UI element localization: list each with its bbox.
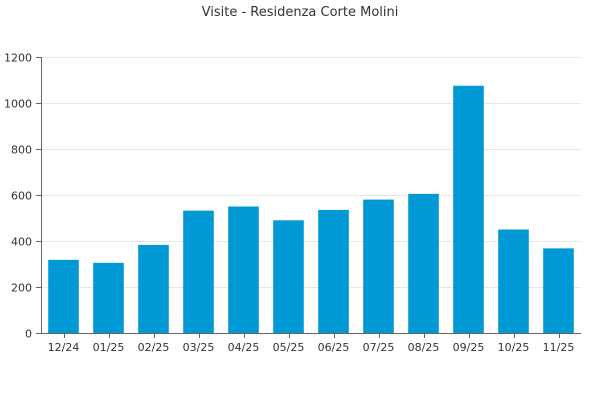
x-tick-label: 09/25: [453, 341, 485, 354]
x-tick-label: 10/25: [498, 341, 530, 354]
bar-01-25: [93, 262, 124, 333]
bar-11-25: [543, 248, 574, 333]
bar-07-25: [363, 199, 394, 333]
bar-08-25: [408, 193, 439, 333]
x-tick-label: 11/25: [543, 341, 575, 354]
y-tick-label: 1200: [4, 52, 32, 65]
bars: [48, 85, 574, 333]
x-tick-label: 02/25: [138, 341, 170, 354]
bar-06-25: [318, 209, 349, 333]
axes: [41, 57, 581, 334]
y-tick-label: 200: [11, 282, 32, 295]
x-tick-label: 05/25: [273, 341, 305, 354]
y-tick-label: 400: [11, 236, 32, 249]
x-tick-label: 04/25: [228, 341, 260, 354]
bar-12-24: [48, 259, 79, 333]
y-tick-label: 800: [11, 144, 32, 157]
y-tick-label: 1000: [4, 98, 32, 111]
bar-05-25: [273, 220, 304, 333]
y-tick-label: 0: [25, 328, 32, 341]
x-tick-label: 12/24: [48, 341, 80, 354]
x-tick-label: 03/25: [183, 341, 215, 354]
bar-09-25: [453, 85, 484, 333]
chart-title: Visite - Residenza Corte Molini: [202, 5, 399, 20]
x-tick-label: 06/25: [318, 341, 350, 354]
bar-04-25: [228, 206, 259, 333]
x-tick-label: 08/25: [408, 341, 440, 354]
gridlines: [41, 57, 581, 288]
bar-02-25: [138, 244, 169, 333]
y-tick-label: 600: [11, 190, 32, 203]
x-axis-ticks: 12/24 01/25 02/25 03/25 04/25 05/25 06/25 07/25…: [48, 333, 575, 354]
bar-03-25: [183, 210, 214, 333]
x-tick-label: 01/25: [93, 341, 125, 354]
bar-10-25: [498, 229, 529, 333]
x-tick-label: 07/25: [363, 341, 395, 354]
y-axis-ticks: 0 200 400 600 800 1000 1200: [4, 52, 41, 341]
